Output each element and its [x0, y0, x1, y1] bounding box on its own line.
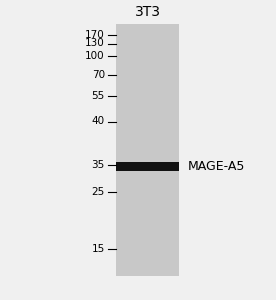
Bar	[116, 162, 179, 171]
Text: 55: 55	[92, 91, 105, 101]
Text: 100: 100	[85, 50, 105, 61]
Text: 3T3: 3T3	[135, 5, 161, 19]
Text: 40: 40	[92, 116, 105, 127]
Text: 70: 70	[92, 70, 105, 80]
Text: 15: 15	[92, 244, 105, 254]
Bar	[116, 24, 179, 276]
Text: 170: 170	[85, 29, 105, 40]
Text: 130: 130	[85, 38, 105, 49]
Text: 25: 25	[92, 187, 105, 197]
Text: MAGE-A5: MAGE-A5	[188, 160, 245, 173]
Text: 35: 35	[92, 160, 105, 170]
